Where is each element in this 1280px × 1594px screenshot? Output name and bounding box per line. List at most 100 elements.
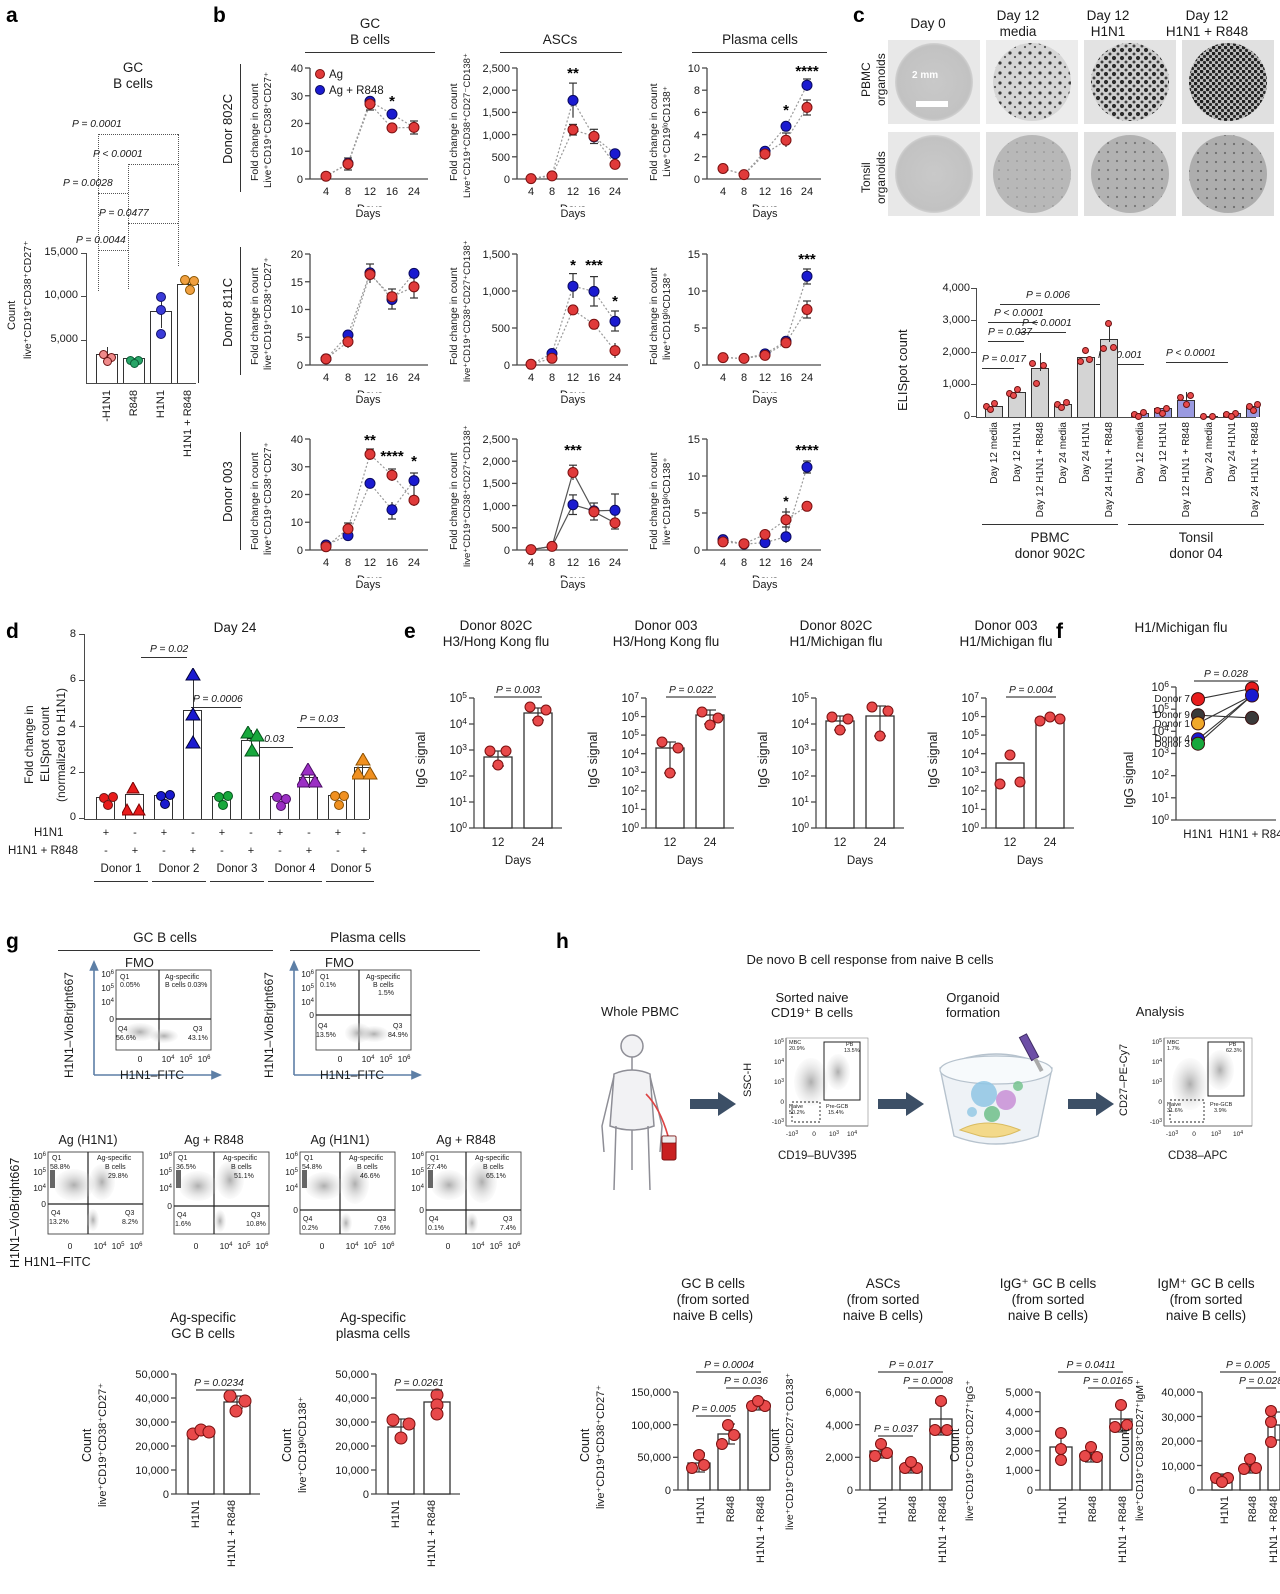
svg-text:29.8%: 29.8% [108, 1173, 128, 1180]
panel-g-col-title-2: Plasma cells [330, 930, 406, 945]
svg-text:Ag (H1N1): Ag (H1N1) [310, 1133, 369, 1147]
svg-text:4: 4 [323, 372, 329, 384]
svg-text:40: 40 [291, 63, 303, 75]
panel-c-point [991, 400, 998, 407]
svg-text:P = 0.0261: P = 0.0261 [394, 1378, 444, 1389]
panel-c-col-header-4: Day 12 H1N1 + R848 [1152, 8, 1262, 40]
svg-text:105: 105 [449, 690, 467, 705]
panel-c-point [1058, 404, 1065, 411]
panel-d-x-axis [84, 819, 369, 821]
panel-c-point [1209, 413, 1216, 420]
panel-c-group-label-1: PBMC donor 902C [1000, 530, 1100, 562]
svg-text:Days: Days [1017, 855, 1043, 867]
panel-d-triangles-donor2 [185, 668, 201, 749]
panel-g-bar2-title: Ag-specific plasma cells [318, 1310, 428, 1342]
svg-text:0: 0 [694, 174, 700, 186]
svg-text:105: 105 [621, 727, 639, 742]
svg-text:*: * [612, 293, 618, 310]
panel-h-bar4-ylabel-l2: live⁺CD19⁺CD38⁺CD27⁺IgM⁺ [1134, 1379, 1146, 1522]
panel-g-flow-ag-gcb: Ag (H1N1) Q1 58.8% Ag-specific B cells 29.8… [33, 1133, 144, 1251]
svg-text:Days: Days [357, 204, 383, 207]
svg-text:Ag + R848: Ag + R848 [184, 1133, 243, 1147]
panel-a-err-4 [187, 278, 189, 290]
panel-e-plot4-ylabel: IgG signal [926, 731, 940, 789]
svg-text:0: 0 [694, 545, 700, 557]
panel-h-bar1-ylabel-l1: Count [578, 1428, 592, 1462]
panel-c-xtick-11: Day 24 H1N1 [1227, 422, 1238, 483]
panel-letter-b: b [213, 4, 226, 27]
panel-c-col-header-3-l2: H1N1 [1090, 23, 1126, 39]
panel-e-chart-2: 107 106 105 104 103 102 101 100 P = 0.02… [621, 685, 734, 867]
svg-text:4: 4 [323, 186, 329, 198]
svg-text:106: 106 [33, 1151, 46, 1161]
panel-h-chart-bar3: 5,000 4,000 3,000 2,000 1,000 0 P = 0.0411 P… [1005, 1360, 1133, 1497]
svg-text:0: 0 [504, 360, 510, 372]
svg-text:8: 8 [741, 557, 747, 569]
svg-text:0: 0 [1158, 1099, 1162, 1106]
panel-g-bar1-title-l1: Ag-specific [169, 1310, 237, 1325]
panel-h-step-3-l1: Organoid [946, 990, 1000, 1005]
svg-text:Days: Days [505, 855, 531, 867]
panel-b-row-label-003: Donor 003 [220, 461, 235, 523]
svg-text:-103: -103 [786, 1130, 798, 1138]
panel-h-bar4-title-l1: IgM⁺ GC B cells [1157, 1276, 1255, 1291]
panel-h-flow1-ylabel: SSC-H [742, 1062, 754, 1098]
panel-c-group-label-2-l1: Tonsil [1178, 530, 1214, 545]
panel-d-sign-r848-4: + [189, 845, 197, 857]
panel-b-r2c2-ylabel2: live⁺CD19⁺CD38⁺CD27⁺CD138⁺ [462, 240, 473, 382]
panel-d-pvalue-4: P = 0.03 [300, 714, 339, 725]
svg-text:16: 16 [386, 557, 398, 569]
panel-c-point [1014, 386, 1021, 393]
panel-a-bracket-2 [128, 164, 178, 165]
panel-d-donor-1: Donor 1 [100, 863, 142, 875]
svg-text:P = 0.017: P = 0.017 [889, 1360, 934, 1371]
panel-d-ytick-mark [79, 680, 85, 682]
panel-h-bar1-xtick-3: H1N1 + R848 [755, 1496, 767, 1563]
panel-b-row-rule-2 [240, 247, 242, 375]
svg-text:Days: Days [847, 855, 873, 867]
panel-c-organoid-images [888, 40, 1274, 216]
svg-text:106: 106 [256, 1241, 269, 1251]
svg-text:20.9%: 20.9% [789, 1046, 805, 1052]
svg-text:103: 103 [961, 764, 979, 779]
svg-text:24: 24 [408, 372, 420, 384]
svg-text:Ag-specific: Ag-specific [349, 1155, 384, 1162]
panel-c-group-label-1-l2: donor 902C [1014, 545, 1086, 561]
panel-a-point [185, 285, 195, 295]
panel-h-bar4-ylabel-l1: Count [1118, 1428, 1132, 1462]
panel-c-point [1082, 347, 1089, 354]
svg-text:-103: -103 [1150, 1118, 1162, 1126]
svg-text:8.2%: 8.2% [122, 1219, 138, 1226]
svg-text:16: 16 [588, 186, 600, 198]
svg-text:104: 104 [961, 746, 979, 761]
svg-text:P = 0.028: P = 0.028 [1204, 669, 1248, 680]
panel-d-sign-h1n1-1: + [102, 827, 110, 839]
panel-d-sign-h1n1-8: - [307, 827, 311, 839]
svg-text:12: 12 [834, 837, 847, 849]
svg-text:12: 12 [664, 837, 677, 849]
panel-c-ytick-2000: 2,000 [942, 346, 970, 358]
svg-text:500: 500 [492, 323, 510, 335]
svg-text:0: 0 [167, 1201, 172, 1211]
panel-d-point [276, 801, 286, 811]
panel-b-chart-r1c3: 10 8 6 4 2 0 4 8 12 16 24 * **** Days [688, 63, 821, 207]
panel-c-point [1110, 344, 1117, 351]
svg-text:P = 0.005: P = 0.005 [1226, 1360, 1270, 1371]
svg-text:101: 101 [1151, 790, 1169, 805]
panel-b-r1c2-ylabel: Fold change in count [448, 83, 460, 181]
panel-g-flow2-xlabel: H1N1–FITC [320, 1068, 385, 1082]
svg-text:8: 8 [694, 85, 700, 97]
svg-text:24: 24 [1044, 837, 1057, 849]
panel-a-title-line2: B cells [113, 75, 153, 91]
panel-h-bar3-xtick-3: H1N1 + R848 [1117, 1496, 1129, 1563]
panel-e-plot2-ylabel: IgG signal [586, 731, 600, 789]
svg-text:Q4: Q4 [429, 1216, 438, 1223]
svg-text:Ag: Ag [329, 69, 343, 81]
panel-a-y-axis [86, 253, 88, 383]
panel-h-arrow-3 [1068, 1092, 1114, 1116]
svg-text:105: 105 [490, 1241, 503, 1251]
svg-text:8: 8 [345, 186, 351, 198]
panel-d-triangles-donor1 [122, 782, 146, 816]
panel-g-bar1-title-l2: GC B cells [171, 1325, 235, 1341]
